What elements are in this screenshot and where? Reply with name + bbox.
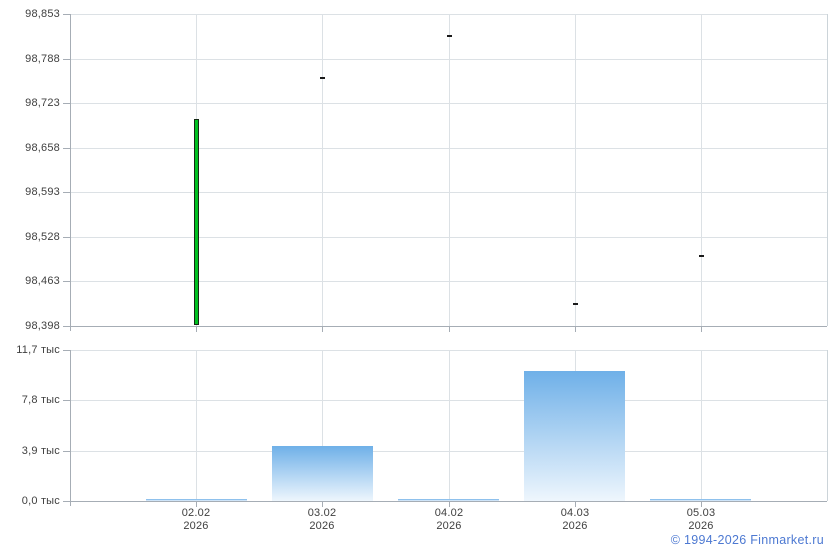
year-line: 2026 [688,520,714,532]
gridline-horizontal [70,14,827,15]
x-axis-tick [575,327,576,332]
gridline-horizontal [70,59,827,60]
volume-bar [398,499,499,501]
volume-bar [650,499,751,501]
gridline-vertical [322,14,323,326]
y-axis-label: 98,593 [25,186,60,198]
y-axis-tick [63,103,70,104]
y-axis-tick [63,281,70,282]
plot-right-border [827,350,828,501]
date-line: 04.03 [560,507,590,519]
y-axis-tick [63,192,70,193]
gridline-horizontal [70,350,827,351]
y-axis-line [70,14,71,331]
gridline-vertical [322,350,323,501]
x-axis-tick [701,502,702,507]
doji-marker [699,255,704,257]
x-axis-line [63,326,827,327]
x-axis-tick [196,327,197,332]
y-axis-line [70,350,71,506]
x-axis-tick [449,327,450,332]
y-axis-tick [63,400,70,401]
gridline-horizontal [70,148,827,149]
y-axis-tick [63,350,70,351]
x-axis-date-label: 04.03 2026 [535,507,615,533]
x-axis-tick [701,327,702,332]
x-axis-tick [322,327,323,332]
gridline-vertical [701,14,702,326]
x-axis-line [63,501,827,502]
x-axis-tick [575,502,576,507]
volume-bar [146,499,247,501]
x-axis-date-label: 04.02 2026 [409,507,489,533]
volume-bar [524,371,625,501]
gridline-vertical [575,14,576,326]
y-axis-label: 98,398 [25,320,60,332]
gridline-vertical [449,350,450,501]
date-line: 02.02 [181,507,211,519]
gridline-horizontal [70,400,827,401]
y-axis-label: 0,0 тыс [21,495,60,507]
year-line: 2026 [309,520,335,532]
doji-marker [573,303,578,305]
y-axis-label: 11,7 тыс [16,344,60,356]
y-axis-tick [63,14,70,15]
y-axis-label: 3,9 тыс [21,445,60,457]
finmarket-copyright-link[interactable]: © 1994-2026 Finmarket.ru [670,533,824,547]
y-axis-label: 98,528 [25,231,60,243]
gridline-vertical [701,350,702,501]
plot-right-border [827,14,828,326]
x-axis-tick [196,502,197,507]
gridline-vertical [449,14,450,326]
year-line: 2026 [183,520,209,532]
x-axis-date-label: 03.02 2026 [282,507,362,533]
y-axis-label: 98,723 [25,97,60,109]
y-axis-tick [63,148,70,149]
y-axis-tick [63,451,70,452]
y-axis-tick [63,59,70,60]
x-axis-tick [322,502,323,507]
y-axis-tick [63,237,70,238]
x-axis-tick [449,502,450,507]
gridline-horizontal [70,237,827,238]
year-line: 2026 [562,520,588,532]
gridline-vertical [196,350,197,501]
date-line: 05.03 [686,507,716,519]
x-axis-date-label: 02.02 2026 [156,507,236,533]
gridline-horizontal [70,451,827,452]
y-axis-label: 98,658 [25,142,60,154]
date-line: 03.02 [307,507,337,519]
doji-marker [320,77,325,79]
gridline-horizontal [70,192,827,193]
y-axis-label: 98,788 [25,53,60,65]
y-axis-label: 7,8 тыс [21,394,60,406]
date-line: 04.02 [434,507,464,519]
volume-bar [272,446,373,501]
gridline-horizontal [70,281,827,282]
y-axis-label: 98,463 [25,275,60,287]
gridline-horizontal [70,103,827,104]
doji-marker [447,35,452,37]
candlestick [194,119,199,325]
year-line: 2026 [436,520,462,532]
y-axis-label: 98,853 [25,8,60,20]
x-axis-date-label: 05.03 2026 [661,507,741,533]
